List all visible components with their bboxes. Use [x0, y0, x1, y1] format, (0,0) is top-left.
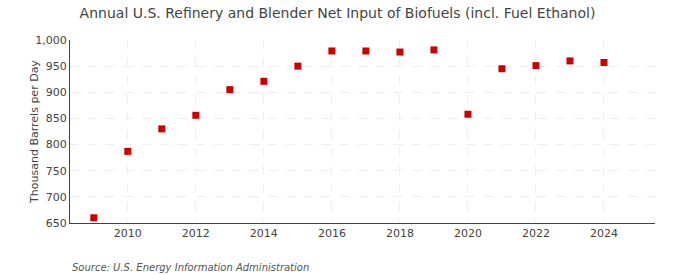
svg-text:650: 650 [46, 217, 67, 230]
svg-text:2012: 2012 [182, 227, 210, 240]
svg-text:2024: 2024 [590, 227, 618, 240]
svg-text:800: 800 [46, 138, 67, 151]
svg-text:850: 850 [46, 112, 67, 125]
svg-text:1,000: 1,000 [35, 34, 67, 47]
svg-text:2022: 2022 [522, 227, 550, 240]
svg-text:2020: 2020 [454, 227, 482, 240]
svg-text:2018: 2018 [386, 227, 414, 240]
svg-text:Annual U.S. Refinery and Blend: Annual U.S. Refinery and Blender Net Inp… [80, 5, 596, 21]
svg-text:2014: 2014 [250, 227, 278, 240]
svg-text:Source: U.S. Energy Informatio: Source: U.S. Energy Information Administ… [72, 262, 309, 273]
svg-text:2010: 2010 [114, 227, 142, 240]
svg-text:2016: 2016 [318, 227, 346, 240]
svg-text:900: 900 [46, 86, 67, 99]
svg-text:750: 750 [46, 165, 67, 178]
svg-text:700: 700 [46, 191, 67, 204]
svg-text:Thousand Barrels per Day: Thousand Barrels per Day [28, 60, 41, 204]
svg-text:950: 950 [46, 60, 67, 73]
